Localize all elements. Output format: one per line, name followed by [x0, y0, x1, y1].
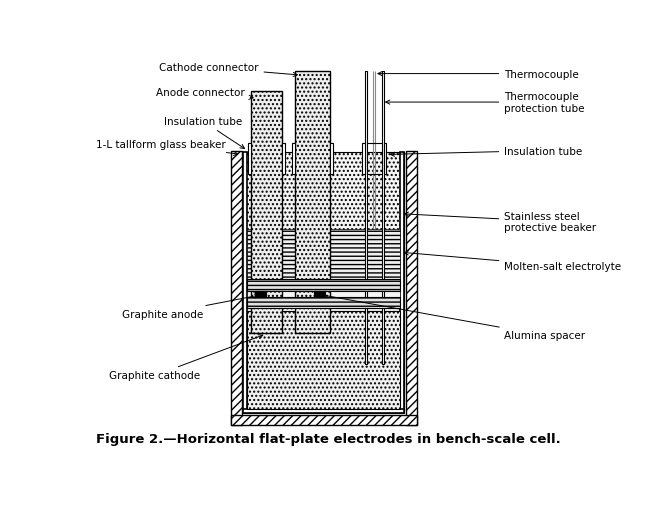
Bar [295, 72, 330, 333]
Text: Anode connector: Anode connector [156, 88, 253, 100]
Text: Insulation tube: Insulation tube [390, 146, 582, 157]
Text: Stainless steel
protective beaker: Stainless steel protective beaker [404, 211, 596, 233]
Text: Graphite anode: Graphite anode [122, 294, 259, 319]
Bar [231, 415, 417, 426]
Text: Thermocouple: Thermocouple [378, 70, 579, 79]
Text: Figure 2.—Horizontal flat-plate electrodes in bench-scale cell.: Figure 2.—Horizontal flat-plate electrod… [96, 432, 561, 445]
Bar [247, 311, 400, 410]
Bar [243, 153, 247, 413]
Bar [292, 143, 295, 174]
Bar [330, 143, 333, 174]
Text: Thermocouple
protection tube: Thermocouple protection tube [386, 92, 585, 114]
Bar [251, 91, 282, 333]
Text: 1-L tallform glass beaker: 1-L tallform glass beaker [96, 140, 238, 156]
Bar [314, 291, 326, 297]
Text: Insulation tube: Insulation tube [164, 117, 244, 149]
Bar [406, 152, 417, 426]
Bar [243, 153, 404, 413]
Bar [247, 230, 251, 280]
Bar [247, 297, 400, 309]
Bar [247, 291, 400, 297]
Bar [382, 72, 384, 364]
Bar [243, 410, 404, 413]
Text: Alumina spacer: Alumina spacer [320, 293, 586, 341]
Bar [330, 280, 400, 311]
Bar [248, 143, 251, 174]
Bar [247, 280, 400, 291]
Bar [282, 230, 295, 280]
Bar [330, 230, 400, 280]
Text: Graphite cathode: Graphite cathode [109, 335, 263, 381]
Bar [247, 280, 251, 311]
Bar [384, 143, 386, 174]
Bar [362, 143, 365, 174]
Bar [255, 291, 267, 297]
Text: Molten-salt electrolyte: Molten-salt electrolyte [404, 251, 622, 272]
Bar [282, 143, 285, 174]
Bar [400, 153, 404, 413]
Bar [231, 152, 242, 426]
Bar [365, 72, 367, 364]
Text: Cathode connector: Cathode connector [159, 63, 297, 77]
